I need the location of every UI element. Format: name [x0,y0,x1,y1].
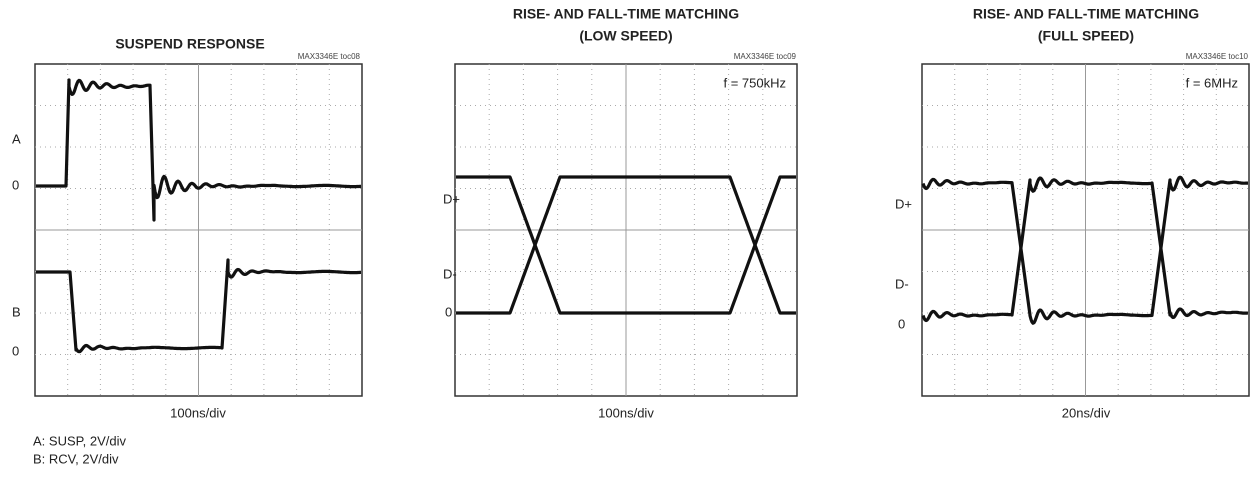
x-scale-label: 20ns/div [1062,405,1111,420]
waveform [921,175,1249,325]
trace-label: 0 [12,343,19,358]
trace-label: 0 [445,304,452,319]
trace-label: D- [895,276,909,291]
trace-label: D+ [895,196,912,211]
waveform [921,176,1249,323]
figure-id: MAX3346E toc10 [1186,52,1249,61]
waveform [455,175,797,315]
note: A: SUSP, 2V/div [33,433,126,448]
trace-label: 0 [12,177,19,192]
panel-title: SUSPEND RESPONSE [115,36,264,52]
waveform [35,78,362,222]
x-scale-label: 100ns/div [170,405,226,420]
trace-label: D- [443,266,457,281]
figure-id: MAX3346E toc09 [734,52,797,61]
panel-title: RISE- AND FALL-TIME MATCHING [513,6,739,22]
figure-id: MAX3346E toc08 [298,52,361,61]
annotation: f = 6MHz [1186,75,1238,90]
panel-title: (FULL SPEED) [1038,28,1134,44]
trace-label: B [12,304,21,319]
trace-label: 0 [898,316,905,331]
note: B: RCV, 2V/div [33,451,119,466]
x-scale-label: 100ns/div [598,405,654,420]
waveform [35,258,362,354]
annotation: f = 750kHz [723,75,786,90]
trace-label: A [12,131,21,146]
waveform [455,175,797,315]
panel-title: (LOW SPEED) [579,28,672,44]
panel-title: RISE- AND FALL-TIME MATCHING [973,6,1199,22]
trace-label: D+ [443,191,460,206]
